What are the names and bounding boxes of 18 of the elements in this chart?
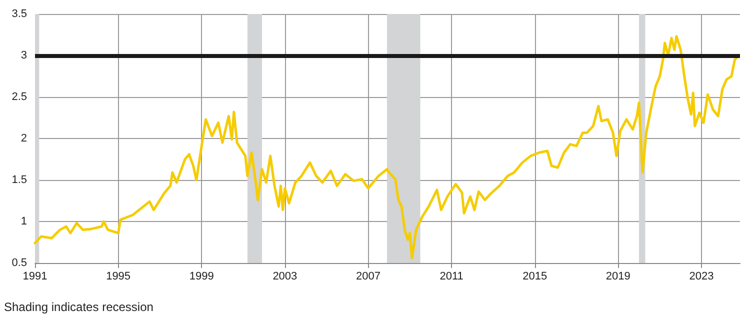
text: Shading indicates recession — [4, 300, 154, 314]
y-tick-label: 2.5 — [12, 91, 27, 103]
y-tick-label: 3.5 — [12, 8, 27, 20]
x-tick-label: 2007 — [356, 270, 380, 282]
y-tick-label: 3 — [20, 50, 27, 62]
y-tick-label: 0.5 — [12, 257, 27, 269]
x-tick-label: 1991 — [22, 270, 48, 282]
x-tick-label: 2015 — [522, 270, 548, 282]
y-tick-label: 1 — [20, 216, 27, 228]
y-tick-label: 1.5 — [12, 174, 27, 186]
line-series — [34, 35, 740, 260]
x-tick-label: 2011 — [440, 270, 464, 282]
x-tick-label: 2019 — [606, 270, 630, 282]
x-tick-label: 2003 — [272, 270, 298, 282]
x-tick-label: 1999 — [189, 270, 214, 282]
x-tick-label: 2023 — [689, 270, 714, 282]
y-tick-label: 2 — [20, 132, 27, 144]
x-tick-label: 1995 — [106, 270, 131, 282]
